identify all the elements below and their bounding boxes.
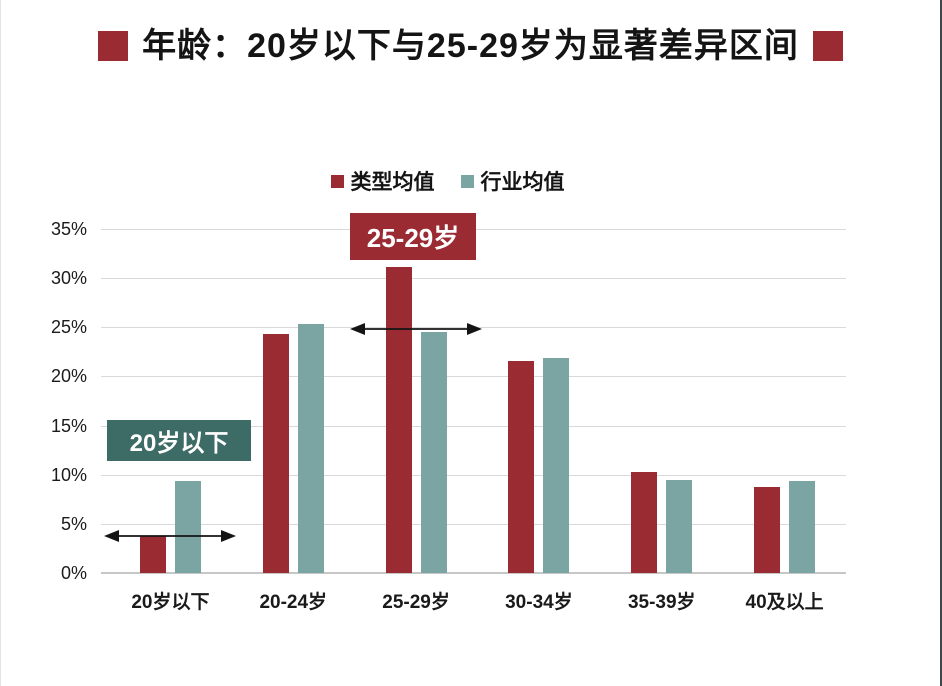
gridline bbox=[101, 376, 846, 378]
x-category-label: 35-39岁 bbox=[627, 592, 696, 613]
page-title: 年龄：20岁以下与25-29岁为显著差异区间 bbox=[142, 27, 799, 65]
legend-label-industry-mean: 行业均值 bbox=[480, 171, 565, 194]
legend-swatch-industry-mean bbox=[460, 174, 474, 188]
page-title-row: 年龄：20岁以下与25-29岁为显著差异区间 bbox=[1, 26, 940, 67]
chart-legend: 类型均值 行业均值 bbox=[1, 166, 894, 196]
x-category-label: 20岁以下 bbox=[131, 592, 210, 613]
y-tick-label: 5% bbox=[60, 513, 87, 534]
bar-industry-mean bbox=[543, 358, 570, 573]
y-tick-label: 15% bbox=[50, 415, 87, 436]
title-accent-square-left-icon bbox=[98, 31, 129, 62]
annotation-box: 25-29岁 bbox=[350, 213, 476, 260]
gridline bbox=[101, 425, 846, 427]
plot-area: 0% 5% 10% 15% 20% 25% 30% 35% 20岁以下 20-24岁 25-29岁 3… bbox=[51, 213, 846, 613]
double-arrow-icon bbox=[350, 323, 483, 336]
legend-swatch-type-mean bbox=[330, 174, 344, 188]
bar-type-mean bbox=[385, 267, 412, 573]
legend-label-type-mean: 类型均值 bbox=[350, 171, 435, 194]
bar-industry-mean bbox=[174, 481, 201, 573]
y-tick-label: 30% bbox=[50, 268, 87, 289]
x-axis-baseline bbox=[101, 572, 846, 574]
y-tick-label: 35% bbox=[50, 219, 87, 239]
gridline bbox=[101, 474, 846, 476]
bar-type-mean bbox=[754, 487, 781, 573]
bar-industry-mean bbox=[297, 324, 324, 573]
bar-type-mean bbox=[508, 361, 535, 573]
bar-type-mean bbox=[139, 536, 166, 573]
y-tick-label: 25% bbox=[50, 317, 87, 338]
x-category-label: 30-34岁 bbox=[505, 592, 573, 613]
bar-type-mean bbox=[631, 472, 658, 573]
bar-industry-mean bbox=[420, 332, 447, 573]
bar-industry-mean bbox=[666, 480, 693, 573]
legend-item-industry-mean: 行业均值 bbox=[460, 166, 565, 196]
x-category-label: 25-29岁 bbox=[382, 592, 450, 613]
bar-group bbox=[478, 229, 601, 573]
bar-group bbox=[355, 229, 478, 573]
bar-group bbox=[109, 229, 232, 573]
bar-industry-mean bbox=[789, 481, 816, 573]
bar-group bbox=[723, 229, 846, 573]
y-tick-label: 10% bbox=[50, 464, 87, 485]
x-category-label: 40及以上 bbox=[745, 592, 824, 613]
legend-item-type-mean: 类型均值 bbox=[330, 166, 435, 196]
y-tick-label: 20% bbox=[50, 366, 87, 387]
gridline bbox=[101, 523, 846, 525]
bar-group bbox=[600, 229, 723, 573]
x-category-label: 20-24岁 bbox=[259, 592, 328, 613]
bar-group bbox=[232, 229, 355, 573]
y-tick-label: 0% bbox=[60, 563, 87, 583]
title-accent-square-right-icon bbox=[812, 31, 843, 62]
annotation-box: 20岁以下 bbox=[107, 420, 251, 461]
bar-type-mean bbox=[262, 334, 289, 573]
gridline bbox=[101, 278, 846, 280]
double-arrow-icon bbox=[104, 529, 237, 542]
